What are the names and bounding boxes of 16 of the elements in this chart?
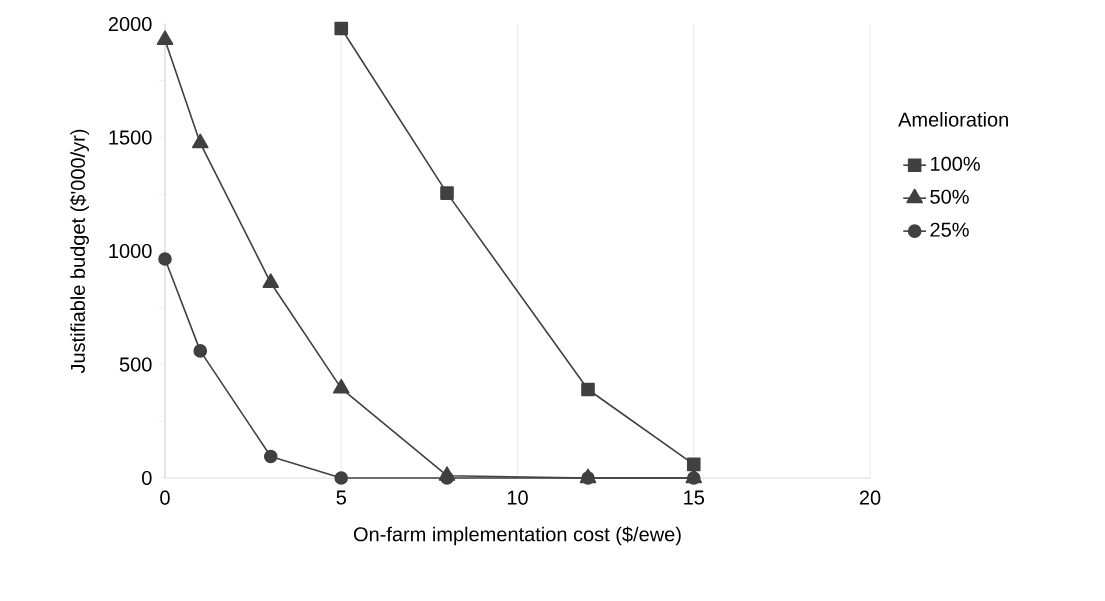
x-tick-label: 10: [507, 490, 528, 505]
x-axis-title: On-farm implementation cost ($/ewe): [353, 526, 681, 546]
x-tick-label: 5: [336, 490, 346, 505]
y-tick-label: 0: [142, 470, 152, 486]
x-tick-label: 20: [859, 490, 881, 505]
y-tick-label: 2000: [108, 16, 152, 32]
y-tick-label: 1500: [109, 130, 152, 145]
legend-title: Amelioration: [898, 112, 1008, 127]
y-axis-title: Justifiable budget ($'000/yr): [70, 129, 89, 374]
x-tick-label: 0: [160, 490, 170, 505]
y-tick-label: 500: [119, 357, 152, 372]
legend-label: 100%: [931, 156, 980, 171]
y-tick-label: 1000: [109, 243, 152, 259]
legend-label: 50%: [930, 189, 969, 204]
legend-label: 25%: [930, 222, 969, 237]
x-tick-label: 15: [684, 490, 705, 505]
